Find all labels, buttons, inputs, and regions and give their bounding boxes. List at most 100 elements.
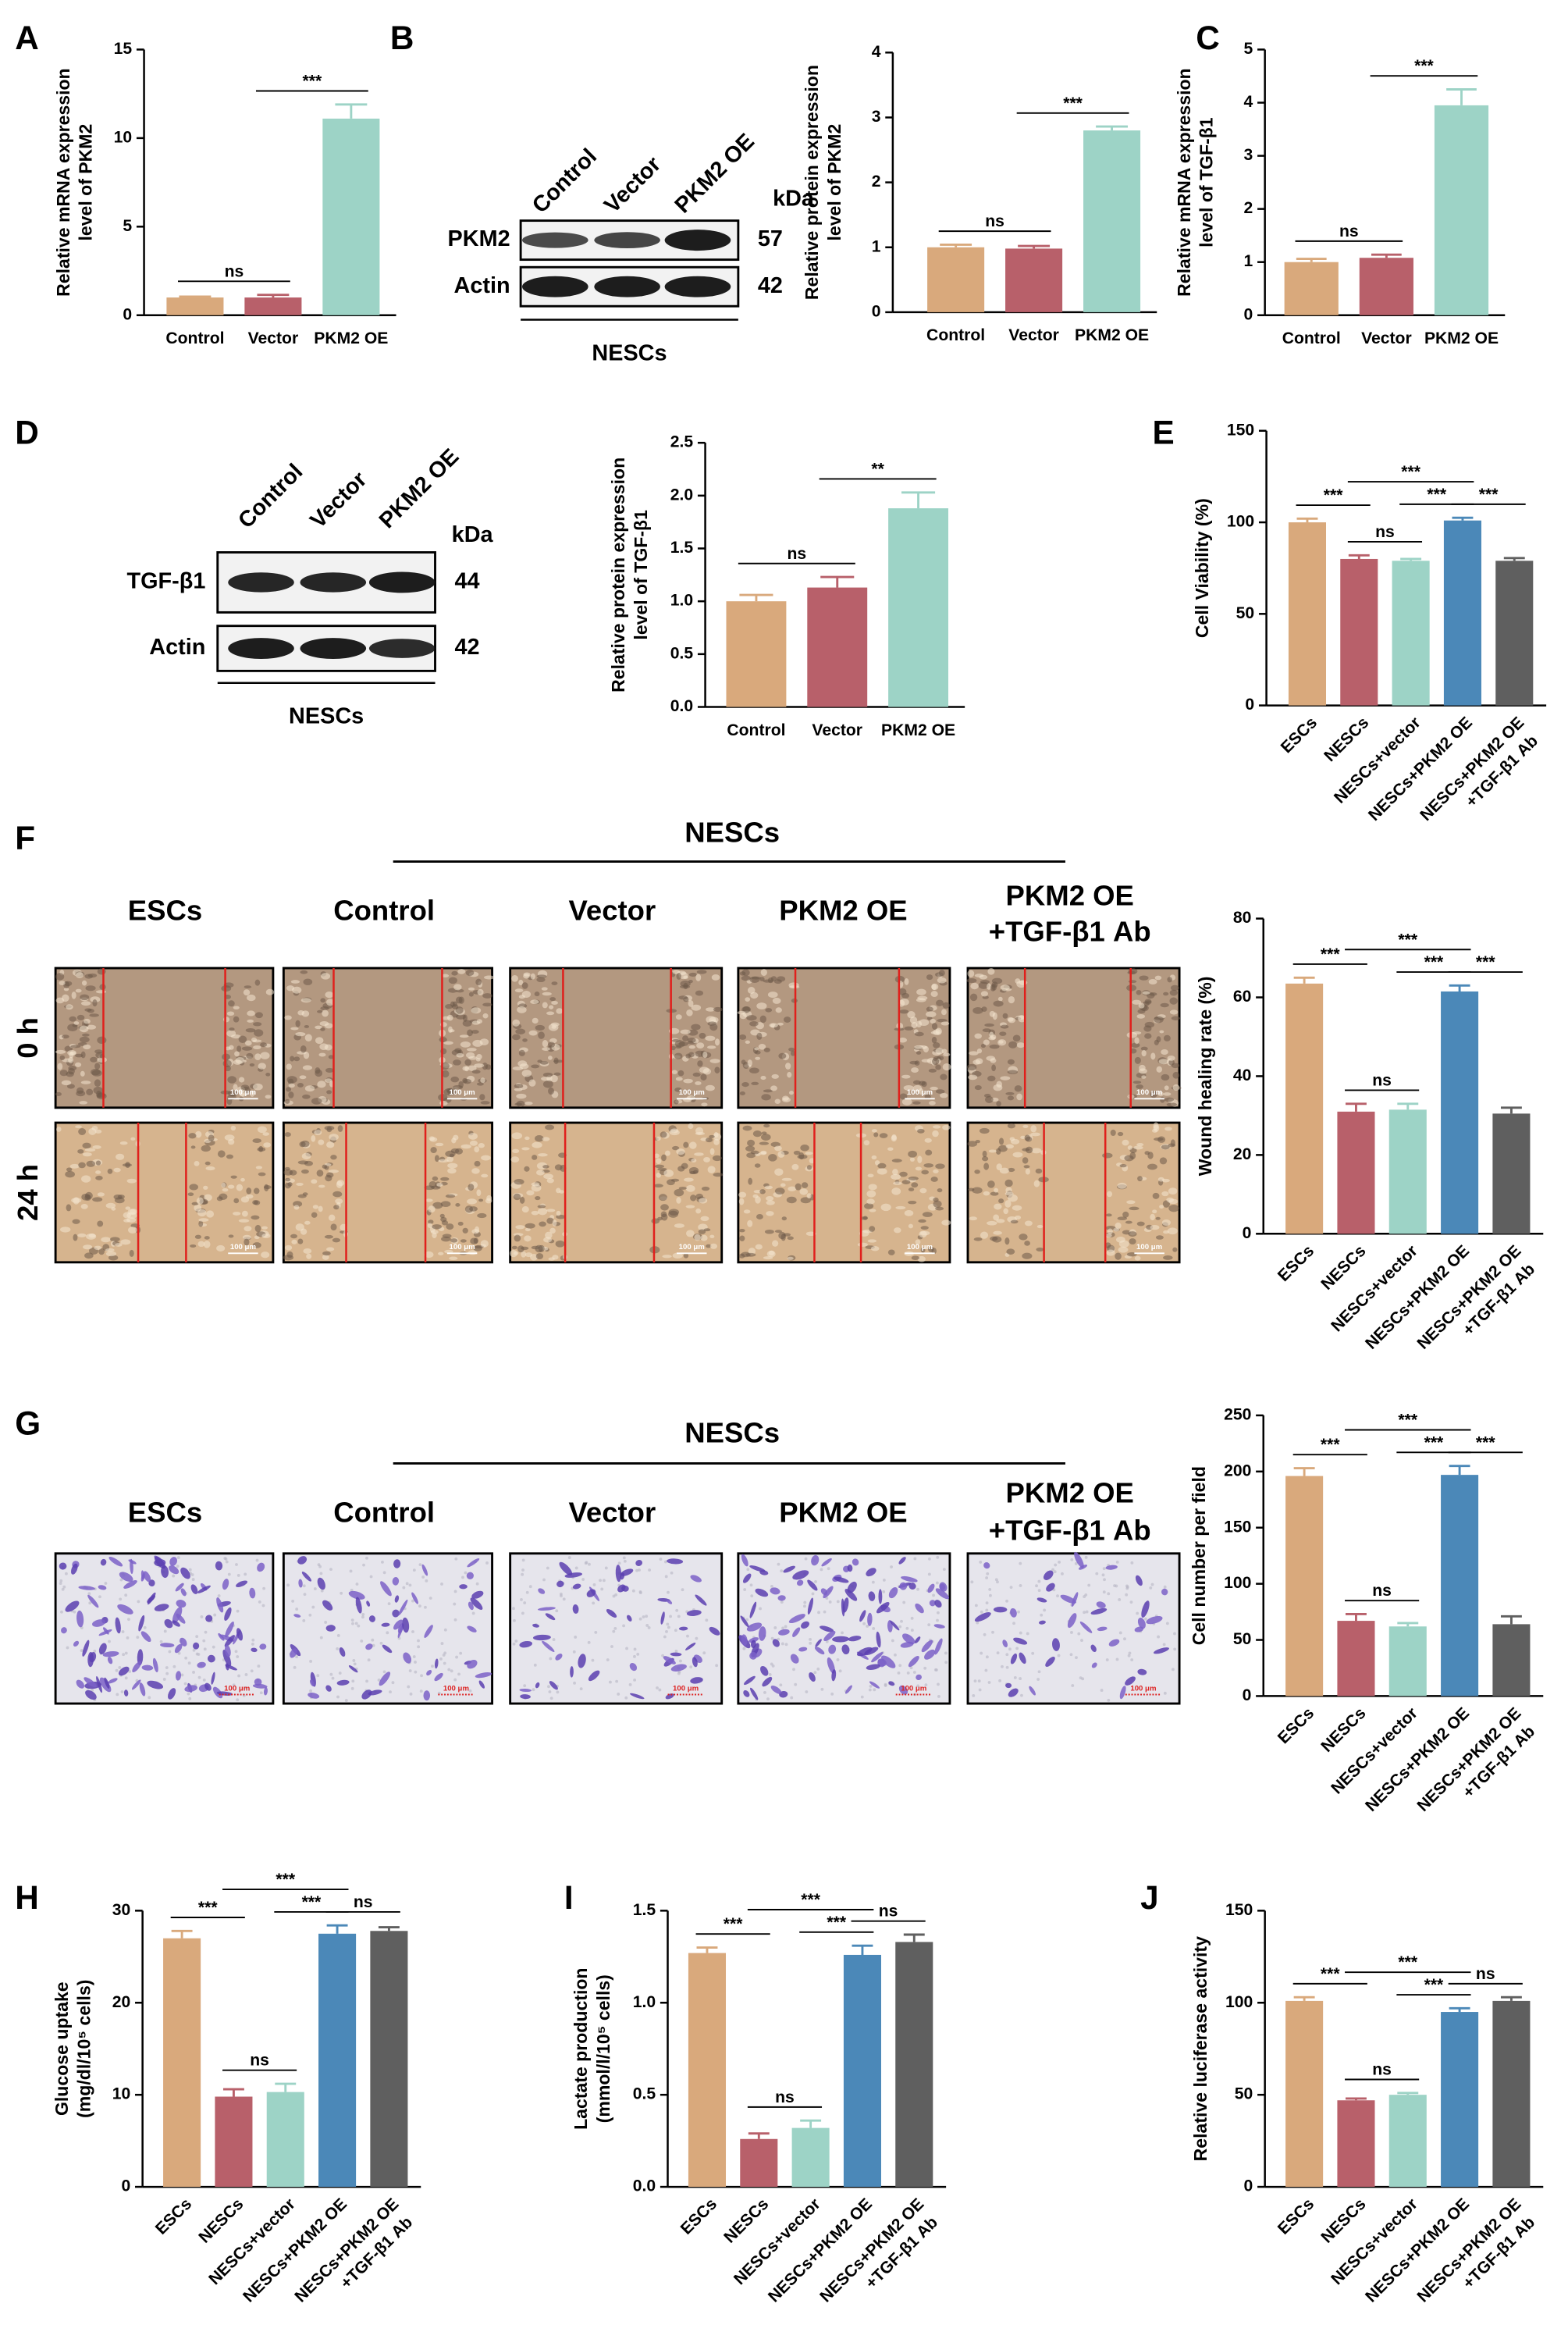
cell — [316, 1170, 324, 1177]
cell — [1164, 1097, 1174, 1102]
pore — [862, 1622, 866, 1625]
pore — [825, 1640, 829, 1643]
cell — [468, 987, 475, 991]
cell — [1107, 1228, 1113, 1235]
y-tick-label: 0 — [1244, 305, 1253, 323]
micrograph: 100 μm — [966, 1551, 1181, 1705]
cell — [90, 1056, 98, 1063]
cell — [471, 1590, 484, 1599]
micrograph: 100 μm — [966, 1121, 1181, 1264]
x-tick-label: PKM2 OE — [1424, 329, 1499, 347]
cell — [1001, 988, 1012, 992]
cell — [688, 1052, 695, 1058]
cell — [1022, 1124, 1029, 1128]
cell — [322, 1164, 328, 1169]
cell — [293, 1614, 301, 1618]
column-label: PKM2 OE — [779, 895, 907, 927]
pore — [811, 1592, 815, 1596]
cell — [969, 993, 978, 1002]
cell — [1160, 1002, 1169, 1008]
cell — [1132, 999, 1142, 1005]
cell — [890, 1620, 900, 1631]
cell — [990, 1058, 997, 1063]
cell — [1131, 1042, 1140, 1048]
cell — [216, 1196, 223, 1202]
lane-label: PKM2 OE — [670, 129, 759, 218]
pore — [647, 1625, 651, 1629]
pore — [1128, 1651, 1132, 1655]
pore — [987, 1681, 991, 1684]
y-tick-label: 2 — [872, 173, 881, 190]
pore — [989, 1593, 992, 1597]
cell — [685, 1230, 695, 1237]
cell — [485, 1198, 492, 1204]
cell — [311, 1179, 318, 1184]
cell — [967, 970, 975, 977]
cell — [195, 1130, 202, 1138]
cell — [264, 1184, 269, 1191]
scale-label: 100 μm — [230, 1243, 256, 1251]
cell — [222, 1650, 232, 1667]
cell — [750, 1687, 759, 1700]
cell — [688, 1123, 694, 1130]
cell — [548, 1056, 553, 1060]
cell — [325, 992, 334, 999]
cell — [107, 1168, 113, 1174]
cell — [471, 1070, 481, 1074]
cell — [295, 1031, 306, 1037]
significance-label: ns — [985, 212, 1004, 230]
cell — [761, 1131, 767, 1135]
cell — [743, 1690, 750, 1697]
pore — [633, 1647, 637, 1651]
blot-band — [594, 276, 660, 297]
cell — [908, 1223, 913, 1229]
cell — [1157, 1177, 1164, 1182]
cell — [781, 1216, 788, 1221]
cell — [1108, 1639, 1120, 1647]
panel-letter: G — [15, 1405, 41, 1442]
cell — [867, 1173, 874, 1177]
pore — [665, 1630, 668, 1633]
cell — [236, 1628, 244, 1641]
pore — [996, 1651, 1000, 1655]
cell — [180, 1637, 187, 1647]
pore — [73, 1610, 76, 1614]
pore — [177, 1651, 181, 1655]
pore — [1095, 1572, 1099, 1575]
pore — [1053, 1570, 1057, 1574]
cell — [758, 1044, 766, 1050]
cell — [663, 1170, 674, 1177]
scale-label: 100 μm — [224, 1684, 250, 1693]
pore — [663, 1635, 667, 1639]
cell — [481, 1173, 489, 1178]
x-tick-label: ESCs — [1278, 714, 1321, 757]
cell — [393, 1619, 404, 1630]
cell — [59, 1227, 71, 1233]
cell — [688, 1141, 697, 1149]
cell — [661, 1213, 668, 1221]
cell — [1008, 1167, 1015, 1173]
cell — [909, 1016, 918, 1024]
pore — [891, 1639, 894, 1643]
cell — [225, 1046, 231, 1051]
cell — [436, 1182, 443, 1187]
cell — [995, 1148, 1001, 1155]
cell — [941, 1219, 951, 1226]
cell — [535, 1682, 540, 1689]
cell — [169, 1557, 178, 1566]
cell — [848, 1636, 862, 1642]
cell — [987, 1180, 995, 1188]
cell — [317, 1009, 323, 1013]
cell — [320, 1006, 329, 1011]
cell — [1008, 1041, 1018, 1049]
cell — [290, 1056, 295, 1062]
cell — [477, 1212, 487, 1219]
error-bar — [1400, 557, 1422, 561]
cell — [297, 1010, 304, 1016]
cell — [792, 1627, 801, 1637]
cell — [1035, 1168, 1043, 1174]
cell — [286, 1063, 292, 1070]
cell — [74, 1062, 82, 1067]
cell — [468, 1056, 478, 1060]
